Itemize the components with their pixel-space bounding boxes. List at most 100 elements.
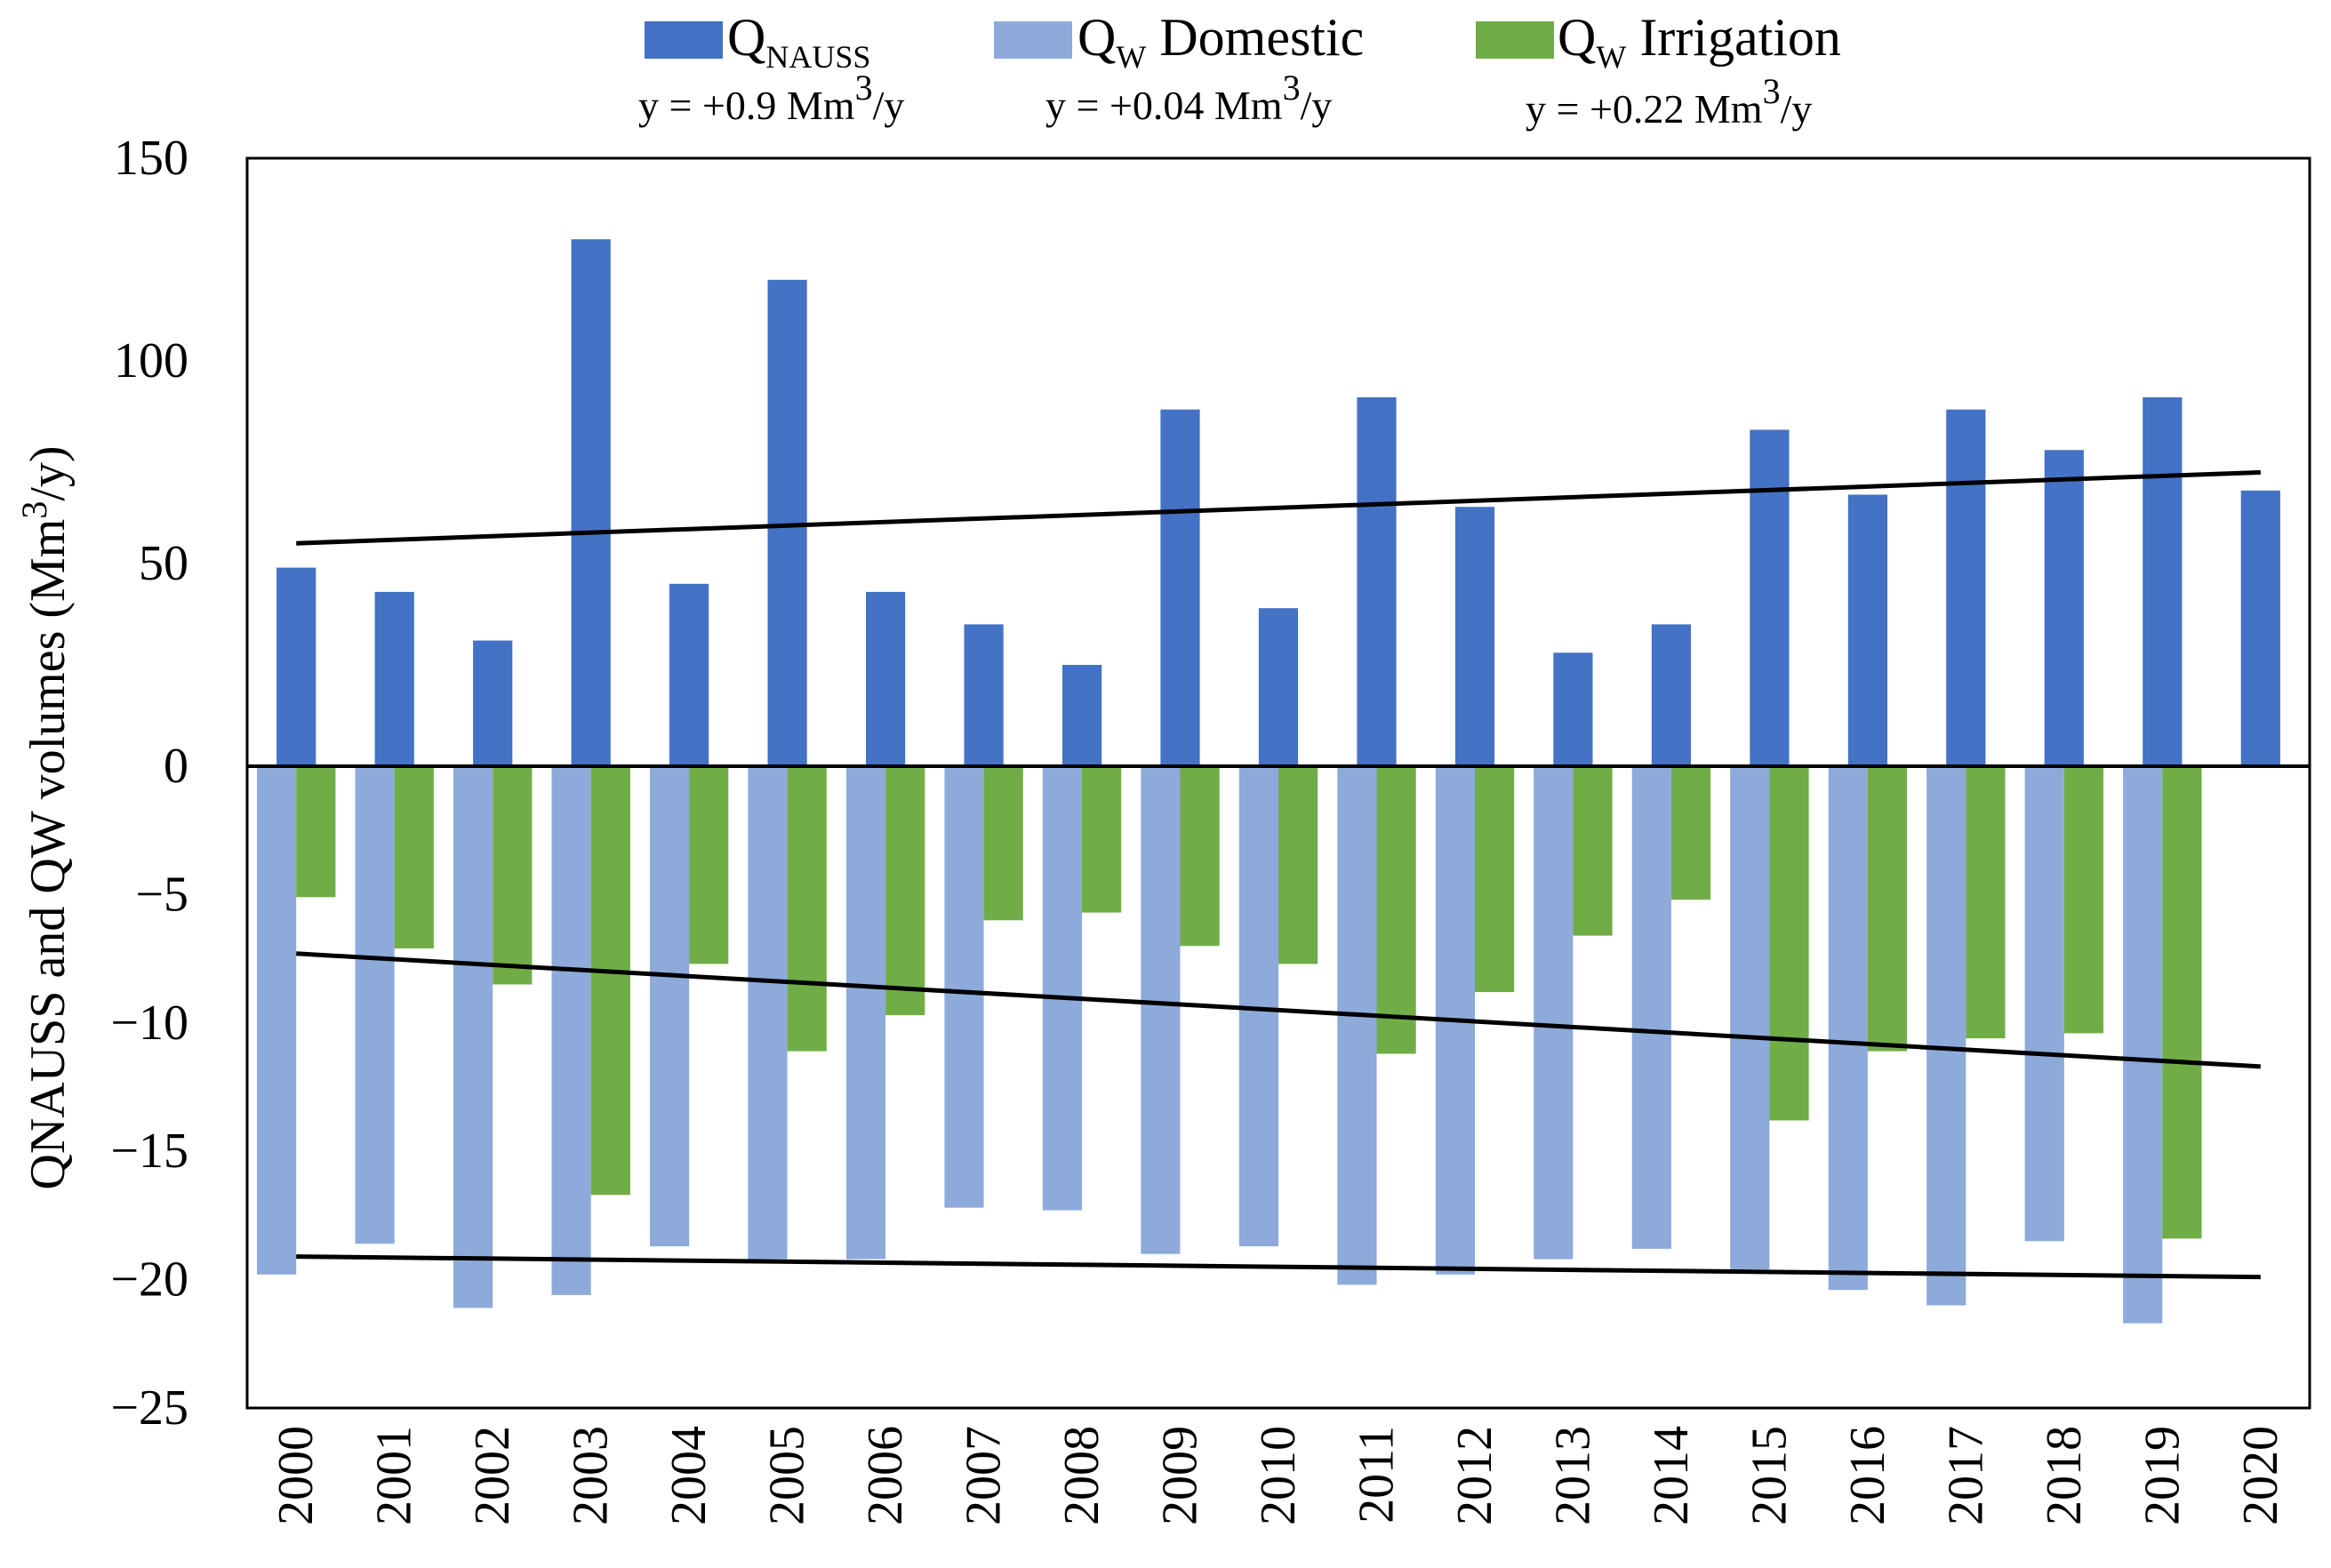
- y-tick-label: −5: [135, 867, 188, 922]
- legend-item-qnauss: QNAUSS y = +0.9 Mm3/y: [638, 8, 904, 128]
- bar-qnauss-2001: [374, 591, 414, 766]
- bar-qw-irrigation-2007: [983, 766, 1023, 921]
- bar-qnauss-2008: [1062, 665, 1102, 766]
- bar-qnauss-2002: [473, 640, 513, 766]
- legend-item-qw-irrigation: QW Irrigation y = +0.22 Mm3/y: [1476, 8, 1841, 132]
- bar-qw-irrigation-2016: [1867, 766, 1908, 1052]
- trendline-qw-domestic: [296, 1254, 2261, 1280]
- bar-qw-domestic-2005: [748, 766, 788, 1260]
- bar-qw-irrigation-2005: [787, 766, 827, 1052]
- bar-qw-domestic-2018: [2024, 766, 2064, 1242]
- y-tick-label: 100: [114, 333, 188, 388]
- x-tick-label: 2008: [1054, 1426, 1109, 1525]
- legend-swatch-qnauss: [645, 21, 723, 59]
- bar-qnauss-2009: [1160, 409, 1200, 766]
- y-tick-label: 0: [164, 739, 188, 794]
- bar-qw-irrigation-2004: [689, 766, 729, 964]
- bar-qnauss-2003: [571, 239, 611, 766]
- x-tick-label: 2013: [1545, 1426, 1600, 1525]
- bar-qnauss-2010: [1258, 608, 1299, 766]
- bar-qnauss-2016: [1847, 494, 1887, 766]
- x-tick-label: 2009: [1153, 1426, 1208, 1525]
- bar-qw-domestic-2019: [2123, 766, 2163, 1324]
- legend-label-qnauss: QNAUSS: [727, 8, 870, 75]
- bar-qw-irrigation-2017: [1966, 766, 2006, 1039]
- x-tick-label: 2006: [858, 1426, 913, 1525]
- x-tick-label: 2011: [1350, 1426, 1405, 1524]
- x-tick-label: 2019: [2135, 1426, 2190, 1525]
- y-tick-label: 50: [139, 536, 188, 591]
- bar-qw-irrigation-2008: [1082, 766, 1122, 913]
- x-tick-label: 2014: [1644, 1426, 1699, 1525]
- x-tick-label: 2000: [268, 1426, 324, 1525]
- bars-layer: [257, 239, 2280, 1324]
- legend-equation-qw-domestic: y = +0.04 Mm3/y: [1045, 68, 1332, 128]
- x-tick-label: 2020: [2233, 1426, 2288, 1525]
- trendline-qnauss: [296, 469, 2261, 546]
- bar-qw-irrigation-2010: [1278, 766, 1318, 964]
- bar-qw-domestic-2014: [1631, 766, 1671, 1249]
- bar-qnauss-2015: [1750, 429, 1790, 766]
- legend-swatch-qw-irrigation: [1476, 21, 1554, 59]
- bar-qw-irrigation-2006: [885, 766, 925, 1016]
- bar-qw-domestic-2001: [355, 766, 395, 1244]
- bar-qw-domestic-2015: [1730, 766, 1770, 1269]
- y-tick-label: −10: [110, 996, 188, 1051]
- bar-qw-domestic-2004: [650, 766, 690, 1247]
- y-axis-label: QNAUSS and QW volumes (Mm3/y): [14, 445, 76, 1189]
- bar-qw-domestic-2002: [453, 766, 493, 1308]
- y-tick-label: 150: [114, 131, 188, 186]
- legend-swatch-qw-domestic: [994, 21, 1072, 59]
- bar-qnauss-2019: [2143, 397, 2183, 766]
- bar-qw-domestic-2011: [1337, 766, 1377, 1285]
- bar-qw-domestic-2013: [1534, 766, 1574, 1260]
- x-tick-label: 2015: [1742, 1426, 1797, 1525]
- bar-qw-domestic-2009: [1141, 766, 1181, 1254]
- bar-qnauss-2012: [1454, 507, 1495, 766]
- bar-qnauss-2000: [276, 567, 316, 766]
- bar-qw-irrigation-2001: [394, 766, 434, 948]
- y-tick-label: −25: [110, 1380, 188, 1436]
- bar-qnauss-2011: [1357, 397, 1397, 766]
- bar-qw-irrigation-2015: [1769, 766, 1809, 1121]
- legend-equation-qnauss: y = +0.9 Mm3/y: [638, 68, 904, 128]
- y-axis-ticks: 150 100 50 0 −5 −10 −15 −20 −25: [110, 131, 188, 1436]
- x-tick-label: 2007: [957, 1426, 1012, 1525]
- bar-qw-irrigation-2011: [1376, 766, 1416, 1054]
- trend-lines-layer: [296, 469, 2261, 1280]
- x-tick-label: 2005: [760, 1426, 815, 1525]
- x-tick-label: 2001: [367, 1426, 422, 1525]
- bar-qw-domestic-2008: [1042, 766, 1083, 1211]
- x-tick-label: 2010: [1251, 1426, 1306, 1525]
- bar-qw-domestic-2007: [944, 766, 984, 1208]
- bar-qw-domestic-2016: [1828, 766, 1868, 1291]
- bar-qnauss-2013: [1553, 652, 1593, 766]
- bar-qw-irrigation-2000: [296, 766, 336, 898]
- x-tick-label: 2016: [1840, 1426, 1895, 1525]
- bar-qnauss-2006: [866, 591, 906, 766]
- x-tick-label: 2012: [1447, 1426, 1502, 1525]
- x-tick-label: 2018: [2037, 1426, 2092, 1525]
- bar-qw-irrigation-2013: [1573, 766, 1613, 936]
- bar-qw-domestic-2017: [1926, 766, 1967, 1306]
- legend-label-qw-domestic: QW Domestic: [1077, 8, 1364, 75]
- legend-item-qw-domestic: QW Domestic y = +0.04 Mm3/y: [994, 8, 1364, 128]
- bar-qw-irrigation-2002: [493, 766, 533, 985]
- x-tick-label: 2003: [564, 1426, 619, 1525]
- bar-qnauss-2017: [1946, 409, 1986, 766]
- bar-qnauss-2018: [2044, 450, 2084, 766]
- bar-qnauss-2007: [964, 624, 1004, 766]
- y-tick-label: −20: [110, 1252, 188, 1308]
- plot-area: [245, 156, 2311, 1410]
- bar-qw-domestic-2000: [257, 766, 297, 1275]
- x-tick-label: 2017: [1938, 1426, 1993, 1525]
- bar-qw-irrigation-2003: [590, 766, 630, 1196]
- bar-qw-irrigation-2009: [1180, 766, 1220, 947]
- bar-qw-irrigation-2018: [2063, 766, 2103, 1034]
- legend-label-qw-irrigation: QW Irrigation: [1558, 8, 1841, 75]
- bar-qw-domestic-2006: [845, 766, 886, 1260]
- bar-qnauss-2004: [669, 583, 709, 766]
- bar-qw-irrigation-2019: [2162, 766, 2202, 1239]
- legend: QNAUSS y = +0.9 Mm3/y QW Domestic y = +0…: [638, 8, 1841, 132]
